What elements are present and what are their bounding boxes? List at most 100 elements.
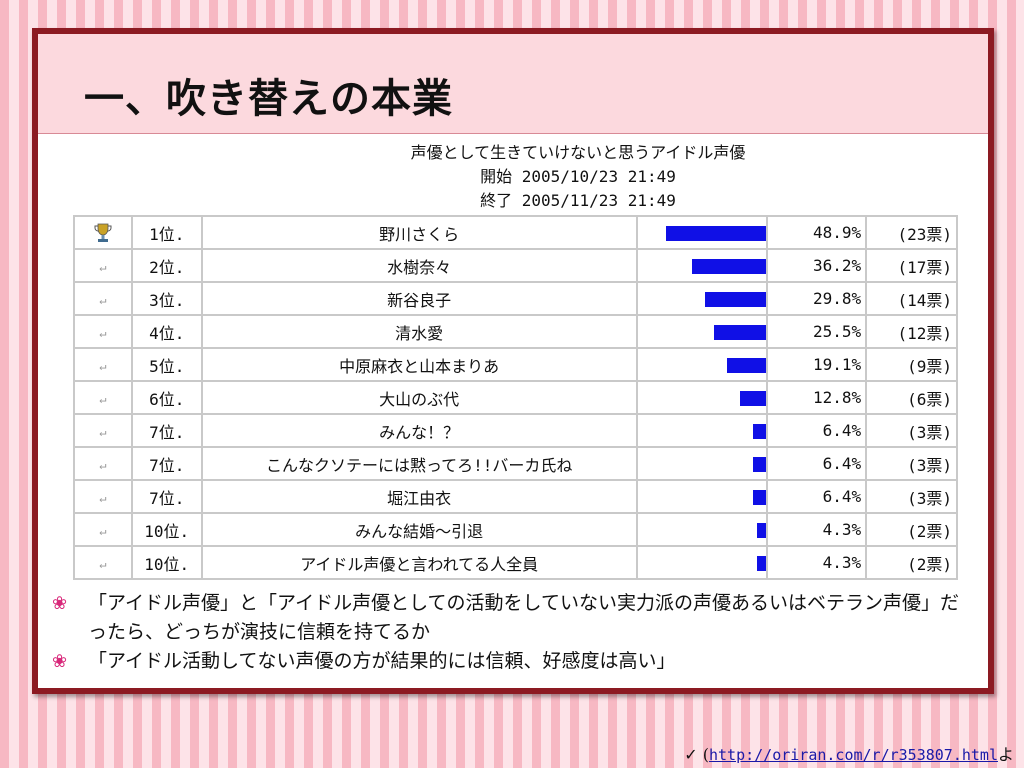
return-mark-icon: ↵ <box>99 392 107 406</box>
name-cell: 中原麻衣と山本まりあ <box>200 347 638 382</box>
flower-icon: ❀ <box>52 651 68 672</box>
percent-cell: 25.5% <box>765 314 868 349</box>
rank-cell: 5位. <box>130 347 203 382</box>
rank-icon-cell: ↵ <box>73 281 133 316</box>
bar-cell <box>635 248 768 283</box>
percent-cell: 6.4% <box>765 413 868 448</box>
poll-row: ↵ 7位. 堀江由衣 6.4% (3票) <box>73 479 958 514</box>
rank-cell: 6位. <box>130 380 203 415</box>
return-mark-icon: ↵ <box>99 359 107 373</box>
rank-cell: 10位. <box>130 545 203 580</box>
poll-row: ↵ 6位. 大山のぶ代 12.8% (6票) <box>73 380 958 415</box>
poll-table: 1位. 野川さくら 48.9% (23票) ↵ 2位. 水樹奈々 36.2% (17票) ↵ 3位.… <box>73 215 958 580</box>
percent-cell: 19.1% <box>765 347 868 382</box>
bar-cell <box>635 215 768 250</box>
name-cell: 大山のぶ代 <box>200 380 638 415</box>
name-cell: こんなクソテーには黙ってろ!!バーカ氏ね <box>200 446 638 481</box>
percent-cell: 36.2% <box>765 248 868 283</box>
poll-row: ↵ 7位. みんな！？ 6.4% (3票) <box>73 413 958 448</box>
vote-bar <box>704 292 766 307</box>
vote-bar <box>756 556 766 571</box>
votes-cell: (2票) <box>865 545 958 580</box>
rank-icon-cell: ↵ <box>73 314 133 349</box>
votes-cell: (9票) <box>865 347 958 382</box>
source-citation: ✓ (http://oriran.com/r/r353807.htmlよ <box>684 741 1014 765</box>
poll-header: 声優として生きていけないと思うアイドル声優 開始 2005/10/23 21:4… <box>68 135 958 213</box>
poll-start: 開始 2005/10/23 21:49 <box>480 167 676 186</box>
rank-cell: 7位. <box>130 446 203 481</box>
votes-cell: (3票) <box>865 446 958 481</box>
citation-suffix: よ <box>997 745 1014 764</box>
poll-row: ↵ 10位. アイドル声優と言われてる人全員 4.3% (2票) <box>73 545 958 580</box>
bar-cell <box>635 281 768 316</box>
citation-prefix: ( <box>702 745 709 764</box>
bar-cell <box>635 512 768 547</box>
percent-cell: 6.4% <box>765 479 868 514</box>
percent-cell: 12.8% <box>765 380 868 415</box>
poll-row: ↵ 10位. みんな結婚～引退 4.3% (2票) <box>73 512 958 547</box>
title-band: 一、吹き替えの本業 <box>38 34 988 134</box>
vote-bar <box>752 490 766 505</box>
votes-cell: (14票) <box>865 281 958 316</box>
return-mark-icon: ↵ <box>99 491 107 505</box>
rank-cell: 1位. <box>130 215 203 250</box>
flower-icon: ❀ <box>52 593 68 614</box>
name-cell: 堀江由衣 <box>200 479 638 514</box>
votes-cell: (23票) <box>865 215 958 250</box>
name-cell: みんな結婚～引退 <box>200 512 638 547</box>
vote-bar <box>691 259 766 274</box>
return-mark-icon: ↵ <box>99 260 107 274</box>
vote-bar <box>752 457 766 472</box>
vote-bar <box>713 325 766 340</box>
poll-results-image: 声優として生きていけないと思うアイドル声優 開始 2005/10/23 21:4… <box>68 135 958 580</box>
percent-cell: 48.9% <box>765 215 868 250</box>
rank-cell: 7位. <box>130 413 203 448</box>
bullet-text: 「アイドル声優」と「アイドル声優としての活動をしていない実力派の声優あるいはベテ… <box>88 592 959 643</box>
trophy-icon <box>94 223 112 242</box>
votes-cell: (3票) <box>865 479 958 514</box>
bullet-item: ❀ 「アイドル活動してない声優の方が結果的には信頼、好感度は高い」 <box>52 647 972 676</box>
rank-icon-cell: ↵ <box>73 347 133 382</box>
percent-cell: 4.3% <box>765 545 868 580</box>
slide-frame: 一、吹き替えの本業 声優として生きていけないと思うアイドル声優 開始 2005/… <box>32 28 994 694</box>
source-link[interactable]: http://oriran.com/r/r353807.html <box>709 746 998 764</box>
rank-icon-cell: ↵ <box>73 512 133 547</box>
bullet-text: 「アイドル活動してない声優の方が結果的には信頼、好感度は高い」 <box>88 650 676 672</box>
return-mark-icon: ↵ <box>99 425 107 439</box>
bullet-item: ❀ 「アイドル声優」と「アイドル声優としての活動をしていない実力派の声優あるいは… <box>52 589 972 647</box>
poll-row: 1位. 野川さくら 48.9% (23票) <box>73 215 958 250</box>
rank-cell: 10位. <box>130 512 203 547</box>
return-mark-icon: ↵ <box>99 557 107 571</box>
rank-icon-cell: ↵ <box>73 413 133 448</box>
votes-cell: (6票) <box>865 380 958 415</box>
vote-bar <box>756 523 766 538</box>
rank-cell: 3位. <box>130 281 203 316</box>
poll-row: ↵ 3位. 新谷良子 29.8% (14票) <box>73 281 958 316</box>
poll-heading: 声優として生きていけないと思うアイドル声優 <box>410 143 746 162</box>
name-cell: 新谷良子 <box>200 281 638 316</box>
bar-cell <box>635 380 768 415</box>
votes-cell: (3票) <box>865 413 958 448</box>
votes-cell: (17票) <box>865 248 958 283</box>
return-mark-icon: ↵ <box>99 458 107 472</box>
rank-icon-cell: ↵ <box>73 380 133 415</box>
bullet-list: ❀ 「アイドル声優」と「アイドル声優としての活動をしていない実力派の声優あるいは… <box>52 589 972 676</box>
poll-row: ↵ 5位. 中原麻衣と山本まりあ 19.1% (9票) <box>73 347 958 382</box>
return-mark-icon: ↵ <box>99 293 107 307</box>
return-mark-icon: ↵ <box>99 524 107 538</box>
return-mark-icon: ↵ <box>99 326 107 340</box>
bar-cell <box>635 446 768 481</box>
poll-row: ↵ 4位. 清水愛 25.5% (12票) <box>73 314 958 349</box>
vote-bar <box>726 358 766 373</box>
rank-cell: 7位. <box>130 479 203 514</box>
check-icon: ✓ <box>684 745 698 764</box>
votes-cell: (2票) <box>865 512 958 547</box>
name-cell: 水樹奈々 <box>200 248 638 283</box>
rank-cell: 4位. <box>130 314 203 349</box>
bar-cell <box>635 545 768 580</box>
bar-cell <box>635 413 768 448</box>
votes-cell: (12票) <box>865 314 958 349</box>
vote-bar <box>739 391 766 406</box>
poll-row: ↵ 2位. 水樹奈々 36.2% (17票) <box>73 248 958 283</box>
vote-bar <box>752 424 766 439</box>
